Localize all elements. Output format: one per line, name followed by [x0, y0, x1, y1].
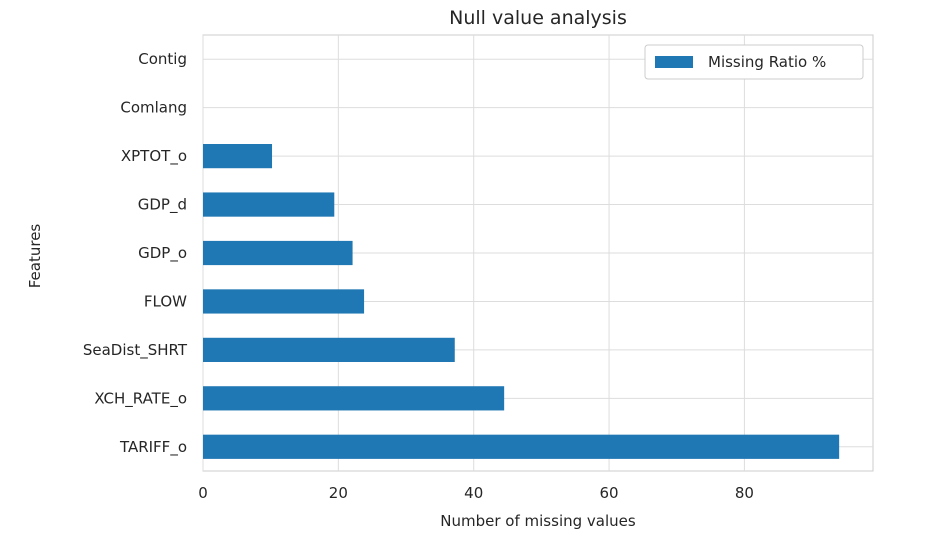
x-tick-label: 40: [464, 484, 483, 502]
bar-xch-rate-o: [203, 386, 505, 411]
bar-xptot-o: [203, 144, 273, 169]
bar-gdp-d: [203, 192, 335, 217]
y-tick-label: GDP_d: [138, 196, 187, 215]
y-tick-label: TARIFF_o: [119, 438, 187, 457]
x-axis-label: Number of missing values: [440, 512, 636, 530]
y-tick-label: Contig: [138, 50, 187, 68]
legend-box: [644, 44, 864, 80]
x-tick-label: 20: [329, 484, 348, 502]
bar-gdp-o: [203, 240, 353, 266]
legend-swatch: [655, 56, 693, 68]
legend: Missing Ratio %: [644, 44, 864, 80]
legend-label: Missing Ratio %: [708, 53, 826, 71]
y-axis-label: Features: [26, 224, 44, 289]
y-ticks: TARIFF_o XCH_RATE_o SeaDist_SHRT FLOW GDP_o G…: [83, 50, 188, 457]
bar-flow: [203, 289, 365, 314]
x-ticks: 0 20 40 60 80: [198, 484, 754, 502]
y-tick-label: XCH_RATE_o: [94, 389, 187, 408]
y-tick-label: XPTOT_o: [121, 147, 187, 166]
x-tick-label: 60: [600, 484, 619, 502]
y-tick-label: Comlang: [120, 99, 187, 117]
bar-tariff-o: [203, 434, 840, 459]
bars: [203, 144, 840, 459]
y-tick-label: SeaDist_SHRT: [83, 341, 188, 360]
chart-title: Null value analysis: [449, 7, 627, 29]
x-tick-label: 0: [198, 484, 208, 502]
x-tick-label: 80: [735, 484, 754, 502]
y-tick-label: GDP_o: [138, 244, 187, 263]
y-tick-label: FLOW: [144, 292, 187, 310]
bar-seadist-shrt: [203, 337, 455, 362]
